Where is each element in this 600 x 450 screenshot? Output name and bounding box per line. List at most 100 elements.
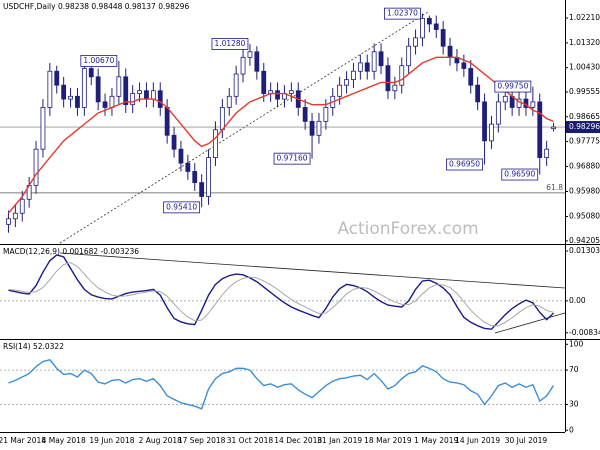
candle-body	[447, 45, 453, 58]
price-annotation: 0.96950	[449, 160, 480, 169]
price-annotation: 0.95410	[166, 202, 197, 211]
candle-body	[6, 218, 11, 225]
macd-trend-line	[59, 252, 566, 289]
price-annotation-box	[501, 168, 539, 181]
candle-body	[144, 90, 149, 100]
candle-body	[420, 17, 425, 39]
candle-body	[240, 56, 246, 75]
candle-body	[440, 29, 446, 47]
x-tick-label: 18 Mar 2019	[364, 436, 412, 445]
candle-body	[54, 70, 60, 86]
price-annotation-box	[163, 201, 201, 214]
price-annotation: 0.99750	[497, 82, 528, 91]
candle-body	[164, 107, 170, 136]
candle-body	[406, 45, 412, 67]
candle-body	[551, 126, 556, 130]
candle-body	[337, 84, 343, 97]
y-tick-label: 1.02210	[569, 13, 600, 22]
y-tick-label: 0.00	[569, 296, 586, 305]
series-line	[7, 56, 554, 214]
y-tick-label: 1.01320	[569, 38, 600, 47]
candle-body	[19, 198, 25, 214]
candle-body	[275, 90, 280, 100]
candle-body	[426, 17, 432, 25]
candle-body	[185, 162, 191, 172]
x-tick-label: 17 Sep 2018	[178, 436, 226, 445]
candle-body	[61, 84, 67, 100]
candle-body	[482, 101, 487, 142]
candle-body	[323, 107, 329, 122]
y-tick-label: 0.94205	[569, 236, 600, 245]
candle-body	[171, 134, 177, 150]
x-tick-label: 31 Oct 2018	[227, 436, 274, 445]
x-tick-label: 4 May 2018	[42, 436, 86, 445]
x-tick-label: 30 Jul 2019	[505, 436, 548, 445]
candle-body	[489, 123, 494, 142]
candle-body	[150, 90, 156, 100]
candle-body	[137, 90, 142, 94]
y-tick-label: 0	[569, 425, 574, 434]
candle-body	[47, 70, 53, 108]
candle-body	[261, 70, 267, 94]
candle-body	[199, 182, 205, 197]
x-tick-label: 14 Dec 2018	[274, 436, 322, 445]
candle-body	[157, 90, 163, 108]
price-annotation-box	[273, 152, 311, 165]
x-tick-label: 1 May 2019	[414, 436, 458, 445]
y-tick-label: 100	[569, 339, 584, 348]
price-annotation: 0.97160	[277, 154, 308, 163]
watermark: ActionForex.com	[337, 219, 478, 239]
candle-body	[385, 65, 391, 92]
candle-body	[461, 62, 467, 69]
candle-body	[123, 76, 129, 106]
trend-line	[59, 11, 429, 244]
plot-layer: 61.8 1.00670 1.01280 1.02370 0.99750 0.97160 0…	[0, 7, 600, 445]
candle-body	[530, 101, 536, 108]
candle-body	[116, 76, 122, 97]
x-tick-label: 19 Jun 2018	[89, 436, 134, 445]
price-annotation: 1.02370	[387, 9, 418, 18]
price-annotation-box	[80, 55, 118, 67]
candle-body	[288, 90, 294, 94]
candle-body	[316, 120, 322, 136]
candle-body	[192, 171, 198, 183]
candle-body	[364, 62, 370, 72]
candle-body	[357, 62, 363, 72]
y-tick-label: 0.95080	[569, 212, 600, 221]
candle-body	[226, 95, 232, 108]
candle-body	[213, 129, 218, 158]
candle-body	[81, 68, 87, 108]
candle-body	[33, 148, 39, 186]
candle-body	[88, 68, 94, 78]
series-line	[8, 262, 554, 327]
candle-body	[109, 95, 115, 108]
rsi-title: RSI(14) 52.0322	[3, 342, 64, 351]
candle-body	[233, 73, 239, 97]
price-annotation: 1.00670	[83, 56, 114, 65]
level-label: 61.8	[546, 183, 563, 192]
price-annotation-box	[384, 7, 421, 20]
candle-body	[206, 157, 211, 197]
x-tick-label: 14 Jun 2019	[455, 436, 500, 445]
candle-body	[95, 76, 101, 103]
y-tick-label: 0.95980	[569, 187, 600, 196]
price-annotation: 1.01280	[214, 39, 245, 48]
candle-body	[399, 65, 405, 86]
x-tick-label: 2 Aug 2018	[139, 436, 182, 445]
x-tick-label: 21 Mar 2018	[0, 436, 46, 445]
candle-body	[254, 51, 260, 72]
candle-body	[178, 148, 184, 164]
candle-body	[378, 51, 384, 67]
candle-body	[75, 95, 80, 108]
candle-body	[502, 95, 508, 103]
chart-subtitle: 0.98238 0.98448 0.98137 0.98296	[58, 2, 189, 11]
candle-body	[12, 212, 18, 220]
series-line	[8, 358, 555, 410]
candle-body	[433, 23, 439, 30]
candle-body	[413, 37, 418, 47]
candle-body	[130, 93, 136, 106]
price-annotation-box	[494, 80, 532, 93]
last-price-label: 0.98296	[569, 122, 600, 131]
y-tick-label: 70	[569, 365, 579, 374]
